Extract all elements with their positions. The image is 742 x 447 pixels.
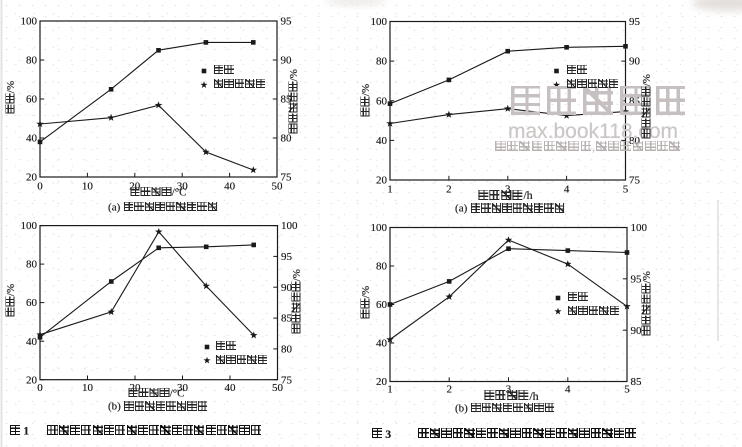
svg-text:80: 80 xyxy=(281,133,293,145)
svg-text:60: 60 xyxy=(26,94,38,106)
svg-text:30: 30 xyxy=(177,181,189,193)
svg-text:20: 20 xyxy=(26,374,38,386)
svg-text:85: 85 xyxy=(631,376,643,388)
svg-text:90: 90 xyxy=(281,55,293,67)
svg-text:40: 40 xyxy=(224,181,236,193)
svg-text:95: 95 xyxy=(629,16,641,28)
svg-text:2: 2 xyxy=(446,384,452,396)
svg-text:100: 100 xyxy=(21,220,38,232)
svg-text:60: 60 xyxy=(26,297,38,309)
svg-text:40: 40 xyxy=(376,135,388,147)
svg-text:75: 75 xyxy=(281,374,293,386)
svg-text:80: 80 xyxy=(376,261,388,273)
svg-text:75: 75 xyxy=(281,172,293,184)
svg-text:100: 100 xyxy=(371,16,388,28)
svg-text:85: 85 xyxy=(281,313,293,325)
svg-text:100: 100 xyxy=(281,220,298,232)
svg-text:5: 5 xyxy=(623,184,629,196)
svg-text:85: 85 xyxy=(281,94,293,106)
svg-text:20: 20 xyxy=(376,376,388,388)
svg-text:100: 100 xyxy=(631,222,648,234)
svg-text:90: 90 xyxy=(281,282,293,294)
svg-text:3: 3 xyxy=(505,184,511,196)
svg-text:40: 40 xyxy=(225,382,237,394)
svg-text:1: 1 xyxy=(387,184,393,196)
svg-text:80: 80 xyxy=(26,55,38,67)
svg-text:40: 40 xyxy=(376,338,388,350)
svg-text:20: 20 xyxy=(26,172,38,184)
svg-text:0: 0 xyxy=(37,382,43,394)
svg-text:5: 5 xyxy=(624,384,630,396)
svg-text:50: 50 xyxy=(272,181,284,193)
svg-text:80: 80 xyxy=(281,344,293,356)
svg-text:90: 90 xyxy=(631,325,643,337)
svg-text:3: 3 xyxy=(506,384,512,396)
svg-text:95: 95 xyxy=(281,16,293,28)
svg-text:100: 100 xyxy=(371,222,388,234)
svg-text:2: 2 xyxy=(446,184,452,196)
svg-text:60: 60 xyxy=(376,95,388,107)
svg-text:10: 10 xyxy=(82,382,94,394)
svg-text:90: 90 xyxy=(629,56,641,68)
svg-text:10: 10 xyxy=(82,181,94,193)
svg-text:0: 0 xyxy=(37,181,43,193)
svg-text:1: 1 xyxy=(387,384,393,396)
svg-text:20: 20 xyxy=(376,175,388,187)
svg-text:4: 4 xyxy=(564,184,570,196)
svg-text:40: 40 xyxy=(26,336,38,348)
svg-text:95: 95 xyxy=(631,273,643,285)
svg-text:100: 100 xyxy=(21,16,38,28)
svg-text:80: 80 xyxy=(376,56,388,68)
svg-text:40: 40 xyxy=(26,133,38,145)
svg-text:60: 60 xyxy=(376,299,388,311)
svg-text:30: 30 xyxy=(177,382,189,394)
svg-text:80: 80 xyxy=(26,259,38,271)
svg-text:50: 50 xyxy=(272,382,284,394)
svg-text:95: 95 xyxy=(281,251,293,263)
svg-text:75: 75 xyxy=(629,175,641,187)
svg-text:4: 4 xyxy=(565,384,571,396)
